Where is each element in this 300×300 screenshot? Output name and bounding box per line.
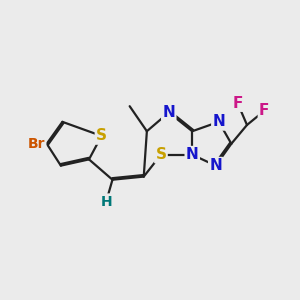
Text: N: N <box>212 114 225 129</box>
Text: F: F <box>232 96 243 111</box>
Text: Br: Br <box>28 137 45 151</box>
Text: N: N <box>162 105 175 120</box>
Text: N: N <box>186 147 199 162</box>
Text: S: S <box>155 147 167 162</box>
Text: H: H <box>100 195 112 208</box>
Text: S: S <box>96 128 107 143</box>
Text: N: N <box>209 158 222 173</box>
Text: F: F <box>259 103 269 118</box>
